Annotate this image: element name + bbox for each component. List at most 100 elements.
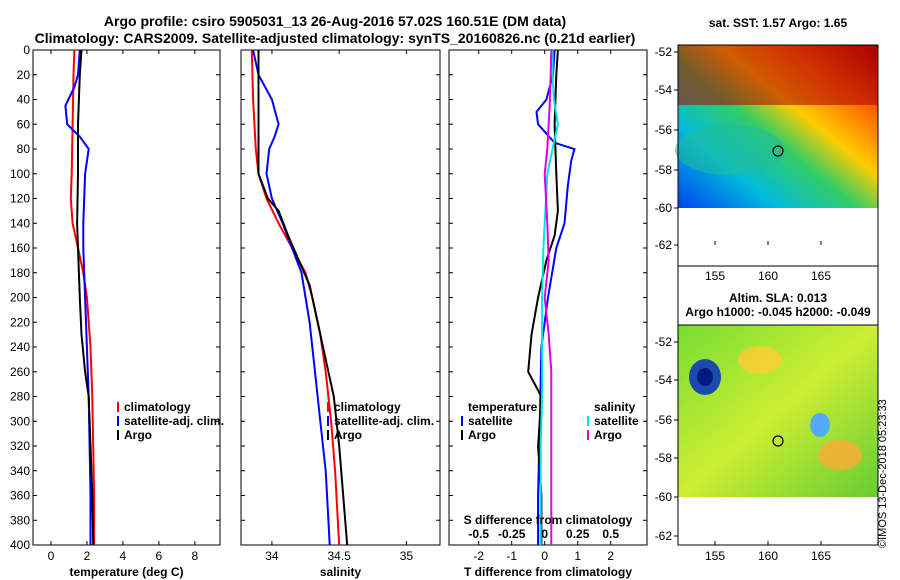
depth-tick-label: 180 <box>10 266 30 280</box>
depth-tick-label: 260 <box>10 365 30 379</box>
sla-map-field <box>678 325 878 497</box>
depth-tick-label: 100 <box>10 167 30 181</box>
depth-tick-label: 220 <box>10 315 30 329</box>
depth-tick-label: 300 <box>10 414 30 428</box>
temperature-panel-frame <box>32 49 221 546</box>
depth-tick-label: 280 <box>10 390 30 404</box>
map-lon-label: 160 <box>758 549 778 563</box>
map-lat-label: -58 <box>655 163 673 177</box>
legend-label: Argo <box>334 428 362 442</box>
legend-label: satellite <box>594 414 639 428</box>
legend-label: climatology <box>124 400 191 414</box>
map-lat-label: -60 <box>655 201 673 215</box>
sla-map-title-line2: Argo h1000: -0.045 h2000: -0.049 <box>685 305 871 319</box>
legend-label: satellite <box>468 414 513 428</box>
depth-tick-label: 320 <box>10 439 30 453</box>
sla-high-anomaly <box>738 346 782 374</box>
series-line-s-satellite <box>539 50 559 545</box>
depth-tick-label: 340 <box>10 464 30 478</box>
series-line-t-satellite <box>535 49 576 545</box>
depth-tick-label: 120 <box>10 192 30 206</box>
x-tick-label: 0 <box>48 549 55 563</box>
top-axis-tick-label: 0.25 <box>566 527 590 541</box>
series-line-argo <box>257 50 349 546</box>
x-tick-label: 35 <box>400 549 414 563</box>
series-line-s-argo <box>543 49 553 545</box>
x-tick-label: -1 <box>506 549 517 563</box>
x-tick-label: 2 <box>607 549 614 563</box>
sst-map-title: sat. SST: 1.57 Argo: 1.65 <box>708 16 848 30</box>
sla-map-title-line1: Altim. SLA: 0.013 <box>728 291 828 305</box>
series-line-argo <box>76 49 95 546</box>
x-tick-label: 4 <box>120 549 127 563</box>
sla-low-core <box>697 368 713 386</box>
series-line-satellite-adj-clim- <box>252 49 331 546</box>
map-lon-label: 165 <box>811 269 831 283</box>
sla-low-anomaly-2 <box>810 413 830 437</box>
map-lat-label: -58 <box>655 451 673 465</box>
map-lat-label: -56 <box>655 123 673 137</box>
legend-title-salinity: salinity <box>594 400 636 414</box>
legend-label: Argo <box>468 428 496 442</box>
legend-label: climatology <box>334 400 401 414</box>
depth-tick-label: 200 <box>10 291 30 305</box>
x-tick-label: 8 <box>191 549 198 563</box>
map-lat-label: -54 <box>655 83 673 97</box>
x-tick-label: 0 <box>541 549 548 563</box>
legend-label: satellite-adj. clim. <box>124 414 224 428</box>
legend-label: Argo <box>594 428 622 442</box>
sla-map-blank <box>678 497 878 545</box>
x-tick-label: 6 <box>156 549 163 563</box>
x-tick-label: 2 <box>84 549 91 563</box>
top-axis-tick-label: 0.5 <box>602 527 619 541</box>
x-tick-label: 34.5 <box>327 549 351 563</box>
depth-tick-label: 140 <box>10 216 30 230</box>
map-lon-label: 165 <box>811 549 831 563</box>
top-axis-tick-label: -0.25 <box>498 527 526 541</box>
x-tick-label: 34 <box>265 549 279 563</box>
top-axis-label: S difference from climatology <box>464 513 633 527</box>
depth-tick-label: 160 <box>10 241 30 255</box>
sst-map-cool-region <box>675 125 785 175</box>
sst-float-marker <box>772 145 784 157</box>
map-lat-label: -52 <box>655 335 673 349</box>
map-lon-label: 155 <box>705 549 725 563</box>
depth-tick-label: 60 <box>17 117 31 131</box>
chart-title-line1: Argo profile: csiro 5905031_13 26-Aug-20… <box>103 13 567 29</box>
map-lon-label: 155 <box>705 269 725 283</box>
sla-high-anomaly-2 <box>818 440 862 470</box>
depth-tick-label: 0 <box>23 43 30 57</box>
top-axis-tick-label: 0 <box>541 527 548 541</box>
depth-tick-label: 40 <box>17 93 31 107</box>
credit-text: ©IMOS 13-Dec-2018 05:23:33 <box>877 399 889 548</box>
x-axis-label: T difference from climatology <box>464 565 632 579</box>
map-lon-label: 160 <box>758 269 778 283</box>
x-tick-label: 1 <box>574 549 581 563</box>
x-tick-label: -2 <box>473 549 484 563</box>
sla-float-marker <box>772 435 784 447</box>
map-lat-label: -54 <box>655 373 673 387</box>
depth-tick-label: 400 <box>10 538 30 552</box>
sst-map-warm-region <box>678 45 878 105</box>
top-axis-tick-label: -0.5 <box>468 527 489 541</box>
map-lat-label: -62 <box>655 238 673 252</box>
sla-map <box>677 324 879 546</box>
depth-tick-label: 380 <box>10 513 30 527</box>
map-lat-label: -56 <box>655 413 673 427</box>
chart-title-line2: Climatology: CARS2009. Satellite-adjuste… <box>34 30 636 46</box>
depth-tick-label: 20 <box>17 68 31 82</box>
map-lat-label: -62 <box>655 529 673 543</box>
series-line-climatology <box>250 49 341 546</box>
legend-label: Argo <box>124 428 152 442</box>
map-lat-label: -60 <box>655 490 673 504</box>
map-lat-label: -52 <box>655 45 673 59</box>
legend-label: satellite-adj. clim. <box>334 414 434 428</box>
sla-map-frame <box>677 324 879 546</box>
depth-tick-label: 240 <box>10 340 30 354</box>
depth-tick-label: 360 <box>10 489 30 503</box>
legend-title-temperature: temperature <box>468 400 538 414</box>
depth-tick-label: 80 <box>17 142 31 156</box>
x-axis-label: temperature (deg C) <box>69 565 183 579</box>
x-axis-label: salinity <box>320 565 362 579</box>
